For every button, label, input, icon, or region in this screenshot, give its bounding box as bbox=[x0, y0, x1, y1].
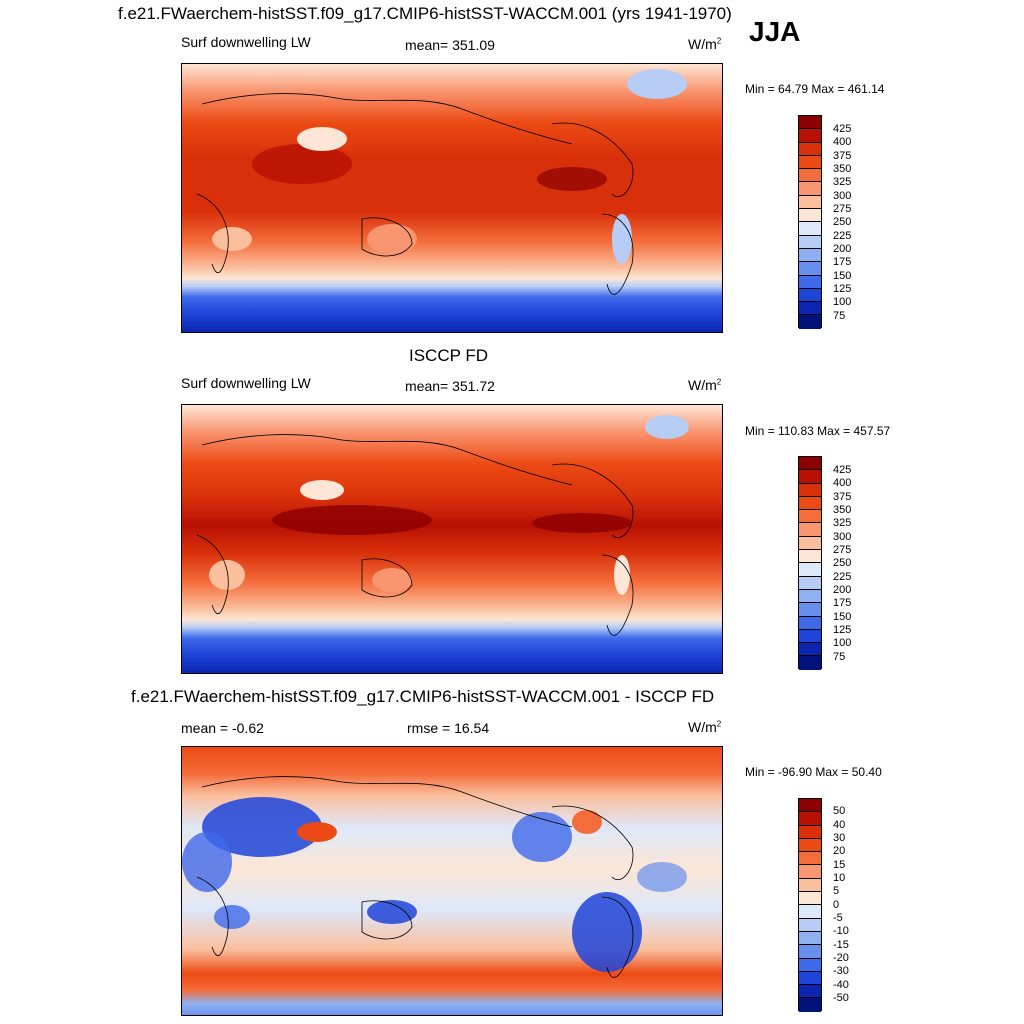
panel2-map bbox=[181, 404, 723, 674]
panel1-variable-label: Surf downwelling LW bbox=[181, 34, 311, 50]
panel1-tick: 400 bbox=[833, 136, 852, 148]
panel3-colorbar bbox=[798, 798, 822, 1012]
panel2-tick: 400 bbox=[833, 477, 852, 489]
panel1-minmax-label: Min = 64.79 Max = 461.14 bbox=[745, 82, 885, 96]
panel2-heading: ISCCP FD bbox=[409, 346, 489, 365]
panel2-tick: 300 bbox=[833, 531, 852, 543]
panel1-tick: 100 bbox=[833, 296, 852, 308]
panel2-map-svg bbox=[182, 405, 722, 673]
panel2-minmax-label: Min = 110.83 Max = 457.57 bbox=[745, 424, 891, 438]
panel1-tick: 175 bbox=[833, 256, 852, 268]
panel1-tick: 425 bbox=[833, 123, 852, 135]
panel2-tick: 150 bbox=[833, 611, 852, 623]
panel2-tick: 275 bbox=[833, 544, 852, 556]
panel2-tick: 225 bbox=[833, 571, 852, 583]
panel2-variable-label: Surf downwelling LW bbox=[181, 375, 311, 391]
panel1-tick: 375 bbox=[833, 150, 852, 162]
panel3-tick: -30 bbox=[833, 965, 849, 977]
panel1-tick: 350 bbox=[833, 163, 852, 175]
panel3-tick: 10 bbox=[833, 872, 846, 884]
figure-title: f.e21.FWaerchem-histSST.f09_g17.CMIP6-hi… bbox=[118, 4, 732, 23]
panel3-tick: 50 bbox=[833, 805, 846, 817]
panel2-tick: 75 bbox=[833, 651, 846, 663]
season-label: JJA bbox=[749, 16, 801, 47]
panel3-heading: f.e21.FWaerchem-histSST.f09_g17.CMIP6-hi… bbox=[131, 687, 715, 706]
panel2-unit-label: W/m2 bbox=[688, 377, 722, 393]
panel1-tick: 300 bbox=[833, 190, 852, 202]
panel2-mean-label: mean= 351.72 bbox=[405, 378, 495, 394]
panel1-colorbar bbox=[798, 115, 822, 329]
panel3-tick: 40 bbox=[833, 819, 846, 831]
panel3-tick: 30 bbox=[833, 832, 846, 844]
panel1-tick: 200 bbox=[833, 243, 852, 255]
panel2-tick: 175 bbox=[833, 597, 852, 609]
panel3-map-svg bbox=[182, 747, 722, 1015]
panel1-unit-label: W/m2 bbox=[688, 36, 722, 52]
panel1-tick: 150 bbox=[833, 270, 852, 282]
panel2-tick: 350 bbox=[833, 504, 852, 516]
panel3-rmse-label: rmse = 16.54 bbox=[407, 720, 490, 736]
panel1-tick: 250 bbox=[833, 216, 852, 228]
panel3-tick: 5 bbox=[833, 885, 840, 897]
panel3-mean-label: mean = -0.62 bbox=[181, 720, 264, 736]
panel3-tick: 0 bbox=[833, 899, 840, 911]
panel3-tick: -20 bbox=[833, 952, 849, 964]
panel3-tick: -50 bbox=[833, 992, 849, 1004]
panel2-colorbar bbox=[798, 456, 822, 670]
panel3-tick: 20 bbox=[833, 845, 846, 857]
panel3-tick: 15 bbox=[833, 859, 846, 871]
panel3-unit-label: W/m2 bbox=[688, 719, 722, 735]
panel3-map bbox=[181, 746, 723, 1016]
panel3-tick: -15 bbox=[833, 939, 849, 951]
panel1-mean-label: mean= 351.09 bbox=[405, 37, 495, 53]
panel1-map-svg bbox=[182, 64, 722, 332]
panel1-tick: 125 bbox=[833, 283, 852, 295]
panel3-tick: -40 bbox=[833, 979, 849, 991]
panel2-tick: 100 bbox=[833, 637, 852, 649]
panel1-tick: 325 bbox=[833, 176, 852, 188]
panel2-tick: 200 bbox=[833, 584, 852, 596]
panel2-tick: 425 bbox=[833, 464, 852, 476]
panel2-tick: 375 bbox=[833, 491, 852, 503]
panel1-tick: 275 bbox=[833, 203, 852, 215]
panel3-tick: -10 bbox=[833, 925, 849, 937]
panel2-tick: 250 bbox=[833, 557, 852, 569]
panel2-tick: 125 bbox=[833, 624, 852, 636]
panel2-tick: 325 bbox=[833, 517, 852, 529]
panel3-minmax-label: Min = -96.90 Max = 50.40 bbox=[745, 765, 882, 779]
panel1-map bbox=[181, 63, 723, 333]
panel1-tick: 75 bbox=[833, 310, 846, 322]
panel1-tick: 225 bbox=[833, 230, 852, 242]
panel3-tick: -5 bbox=[833, 912, 843, 924]
